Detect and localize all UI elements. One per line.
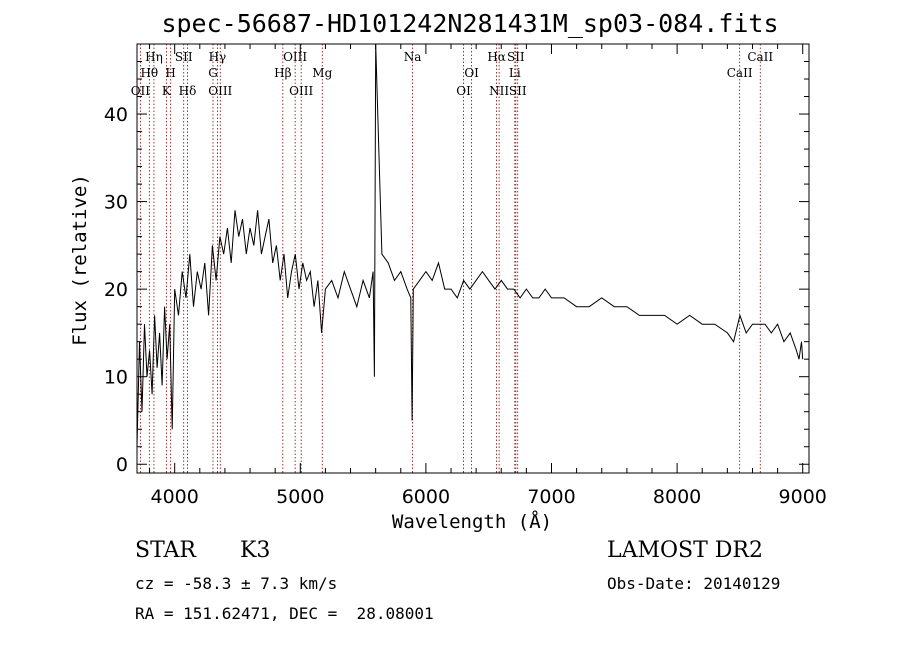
- line-label: Na: [404, 50, 422, 64]
- y-axis-title: Flux (relative): [69, 174, 91, 346]
- line-label: H: [165, 66, 175, 80]
- line-label: Mg: [312, 66, 332, 80]
- x-axis-title: Wavelength (Å): [392, 510, 552, 533]
- coordinates-text: RA = 151.62471, DEC = 28.08001: [135, 604, 434, 623]
- spectral-line-markers: [139, 44, 761, 473]
- line-label: OIII: [283, 50, 307, 64]
- line-label: G: [208, 66, 218, 80]
- y-tick-label: 30: [104, 192, 128, 214]
- x-tick-label: 6000: [402, 486, 450, 508]
- plot-frame: [136, 43, 810, 474]
- line-label: K: [162, 84, 172, 98]
- obs-date: Obs-Date: 20140129: [607, 574, 781, 593]
- survey-name: LAMOST DR2: [607, 538, 763, 563]
- line-label: CaII: [747, 50, 773, 64]
- line-label: OII: [131, 84, 151, 98]
- line-label: OIII: [208, 84, 232, 98]
- subclass: K3: [240, 538, 271, 563]
- flux-series-line: [136, 43, 804, 447]
- line-label: SII: [507, 50, 525, 64]
- chart-title: spec-56687-HD101242N281431M_sp03-084.fit…: [161, 9, 778, 38]
- line-label: Hβ: [274, 66, 291, 80]
- line-label: Hγ: [209, 50, 227, 64]
- y-tick-label: 0: [116, 454, 128, 476]
- redshift-text: cz = -58.3 ± 7.3 km/s: [135, 574, 338, 593]
- y-tick-labels: 0 10 20 30 40: [104, 104, 128, 476]
- line-label: Hη: [145, 50, 163, 64]
- x-tick-labels: 4000 5000 6000 7000 8000 9000: [151, 486, 827, 508]
- line-label: OI: [464, 66, 479, 80]
- line-label: Li: [509, 66, 521, 80]
- x-tick-label: 4000: [151, 486, 199, 508]
- line-label: Hδ: [179, 84, 197, 98]
- line-label: Hθ: [140, 66, 158, 80]
- line-label: NII: [489, 84, 509, 98]
- line-label: OI: [456, 84, 471, 98]
- x-tick-label: 7000: [527, 486, 575, 508]
- object-type: STAR: [135, 538, 196, 563]
- line-label: SII: [175, 50, 193, 64]
- line-label: CaII: [727, 66, 753, 80]
- line-label: OIII: [289, 84, 313, 98]
- line-label: Hα: [487, 50, 506, 64]
- y-tick-label: 20: [104, 279, 128, 301]
- axis-ticks: [137, 43, 809, 473]
- x-tick-label: 8000: [653, 486, 701, 508]
- x-tick-label: 5000: [276, 486, 324, 508]
- y-tick-label: 10: [104, 367, 128, 389]
- x-tick-label: 9000: [779, 486, 827, 508]
- line-label: SII: [509, 84, 527, 98]
- y-tick-label: 40: [104, 104, 128, 126]
